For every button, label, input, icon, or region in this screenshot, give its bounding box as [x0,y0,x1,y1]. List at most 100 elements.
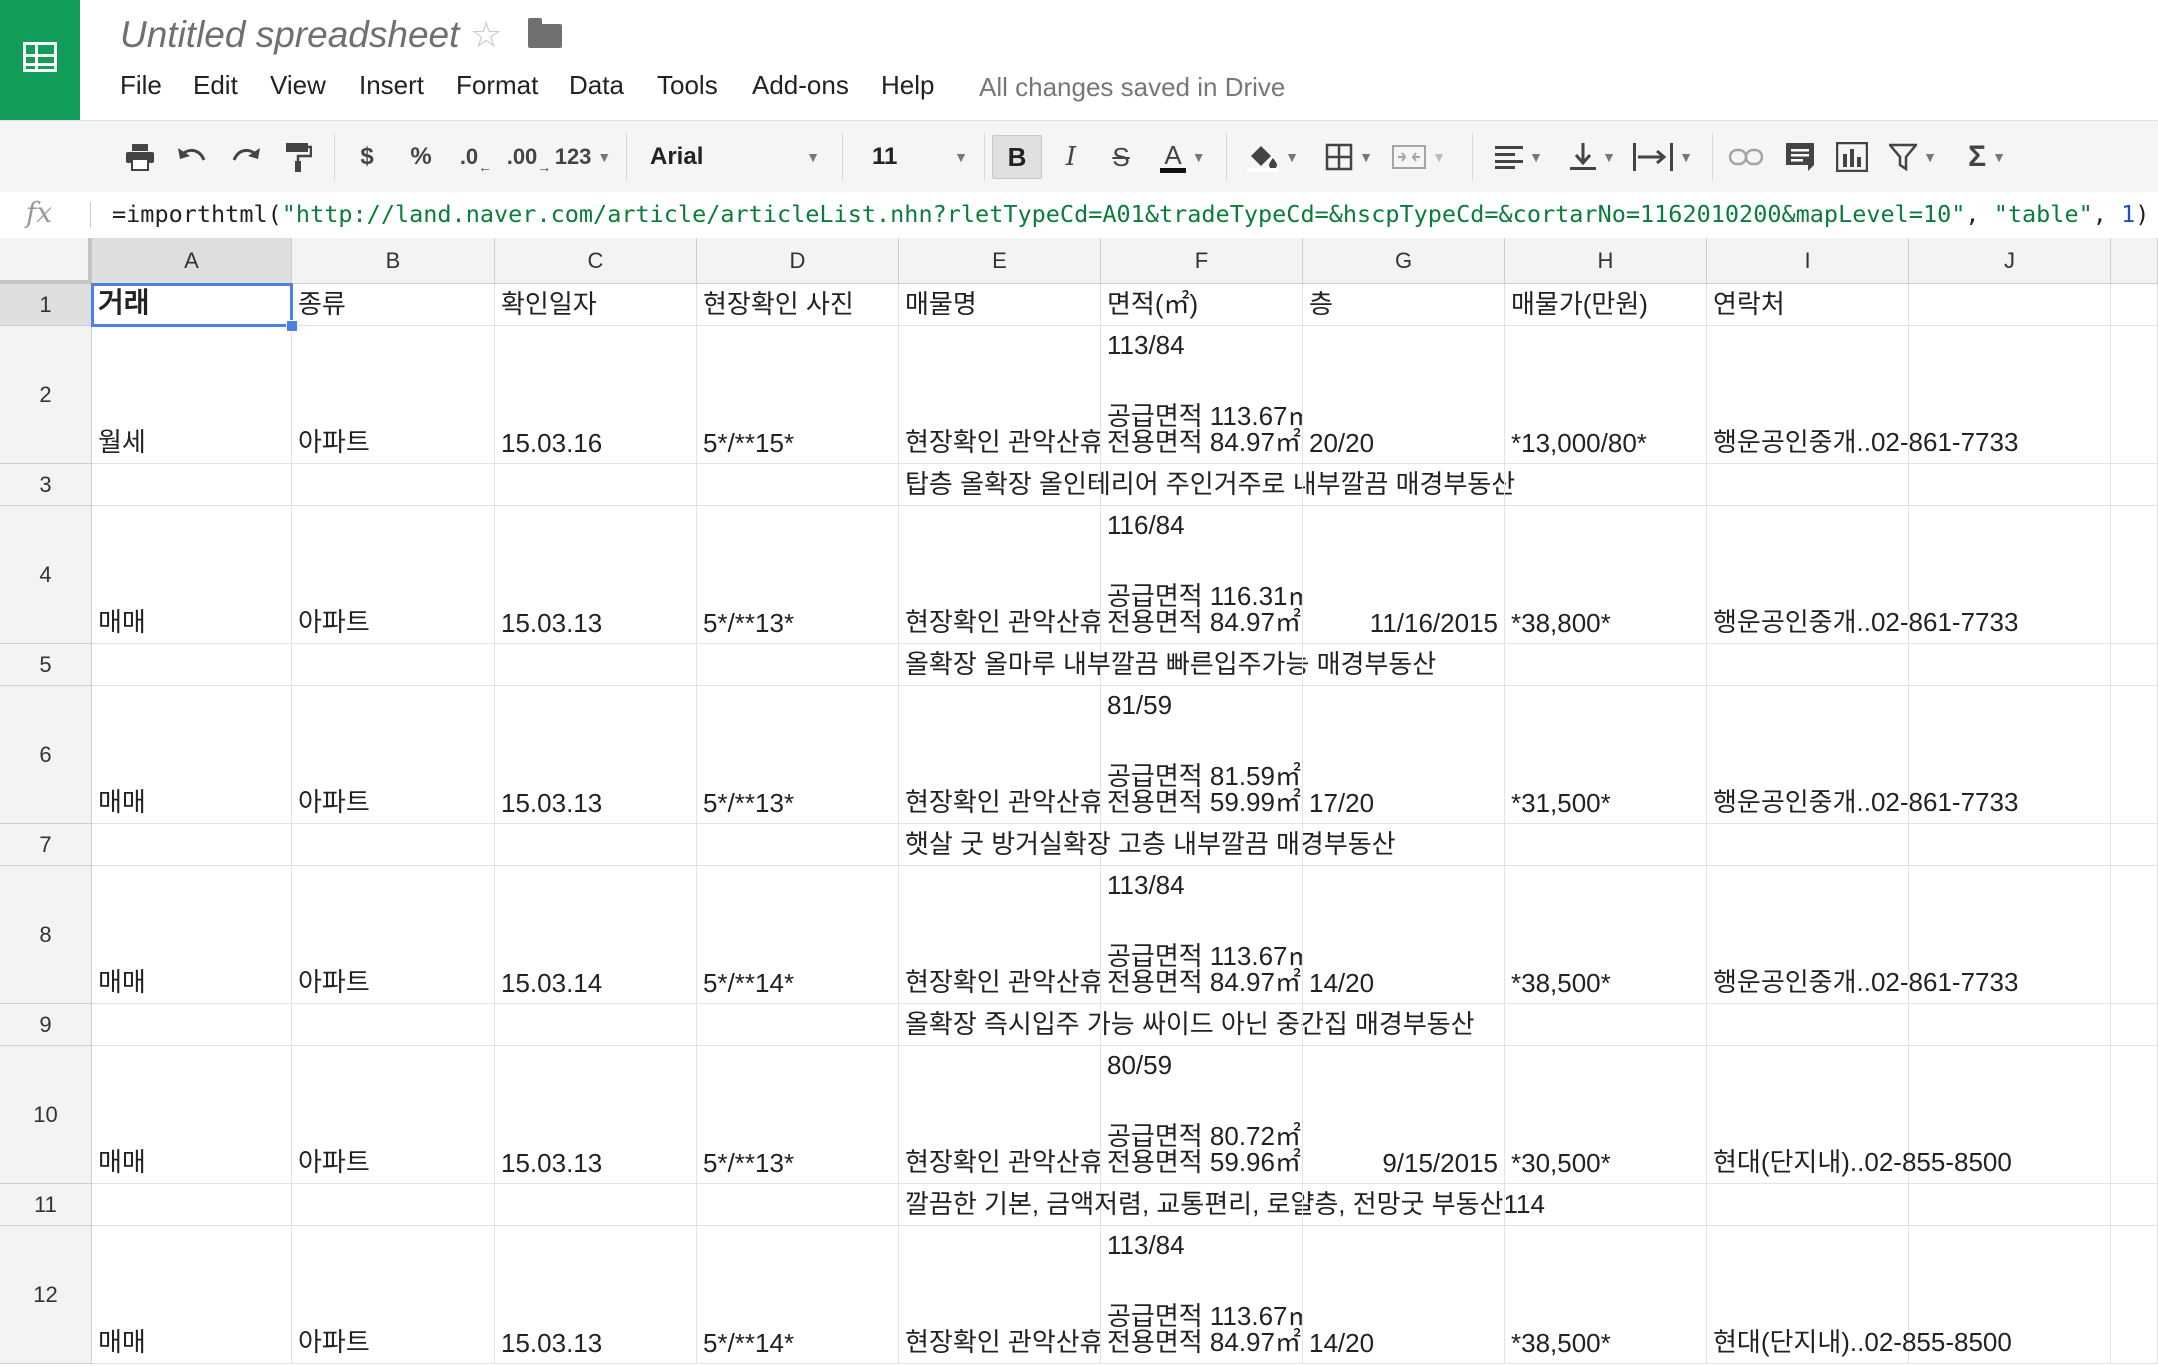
cell-g10[interactable]: 9/15/2015 [1303,1046,1505,1184]
column-header-a[interactable]: A [92,238,292,284]
cell-j2[interactable] [1909,326,2111,464]
text-wrap-button[interactable]: ▼ [1632,121,1694,193]
row-header-9[interactable]: 9 [0,1004,92,1046]
cell-c3[interactable] [495,464,697,506]
cell-a2[interactable]: 월세 [92,326,292,464]
cell-i4[interactable]: 행운공인중개..02-861-7733 [1707,506,2018,644]
cell-d8[interactable]: 5*/**14* [697,866,899,1004]
cell-c11[interactable] [495,1184,697,1226]
cell-h11[interactable] [1505,1184,1707,1226]
percent-format-button[interactable]: % [410,143,432,170]
row-header-1[interactable]: 1 [0,284,92,326]
select-all-corner[interactable] [0,238,92,284]
menu-addons[interactable]: Add-ons [752,70,849,100]
column-header-g[interactable]: G [1303,238,1505,284]
cell-j6[interactable] [1909,686,2111,824]
cell-f2[interactable]: 113/84 공급면적 113.67㎡ 전용면적 84.97㎡ [1101,326,1303,464]
formula-input[interactable]: =importhtml("http://land.naver.com/artic… [112,200,2149,228]
cell-a1[interactable]: 거래 [92,284,292,326]
cell-e7[interactable]: 햇살 굿 방거실확장 고층 내부깔끔 매경부동산 [899,824,1396,866]
cell-b2[interactable]: 아파트 [292,326,495,464]
merge-cells-button[interactable]: ▼ [1388,121,1450,193]
cell-g2[interactable]: 20/20 [1303,326,1505,464]
cell-d11[interactable] [697,1184,899,1226]
cell-g7[interactable] [1303,824,1505,866]
cell-h3[interactable] [1505,464,1707,506]
cell-b9[interactable] [292,1004,495,1046]
fill-handle[interactable] [286,320,298,332]
cell-h2[interactable]: *13,000/80* [1505,326,1707,464]
cell-d5[interactable] [697,644,899,686]
row-header-4[interactable]: 4 [0,506,92,644]
cell-f1[interactable]: 면적(㎡) [1101,284,1303,326]
column-header-h[interactable]: H [1505,238,1707,284]
cell-a5[interactable] [92,644,292,686]
cell-f9[interactable] [1101,1004,1303,1046]
cell-g6[interactable]: 17/20 [1303,686,1505,824]
column-header-i[interactable]: I [1707,238,1909,284]
cell-f12[interactable]: 113/84 공급면적 113.67㎡ 전용면적 84.97㎡ [1101,1226,1303,1364]
row-header-6[interactable]: 6 [0,686,92,824]
cell-i1[interactable]: 연락처 [1707,284,1909,326]
cell-g1[interactable]: 층 [1303,284,1505,326]
row-header-11[interactable]: 11 [0,1184,92,1226]
font-family-select[interactable]: Arial ▼ [650,135,820,179]
row-header-12[interactable]: 12 [0,1226,92,1364]
cell-c9[interactable] [495,1004,697,1046]
cell-c1[interactable]: 확인일자 [495,284,697,326]
row-header-5[interactable]: 5 [0,644,92,686]
cell-c4[interactable]: 15.03.13 [495,506,697,644]
cell-h12[interactable]: *38,500* [1505,1226,1707,1364]
cell-e4[interactable]: 현장확인 관악산휴먼시아 [899,506,1101,644]
cell-d9[interactable] [697,1004,899,1046]
cell-i7[interactable] [1707,824,1909,866]
column-header-b[interactable]: B [292,238,495,284]
cell-d12[interactable]: 5*/**14* [697,1226,899,1364]
text-color-button[interactable]: A ▼ [1152,121,1214,193]
currency-format-button[interactable]: $ [360,143,374,170]
cell-c7[interactable] [495,824,697,866]
spreadsheet-grid[interactable]: A B C D E F G H I J 1 거래 종류 확인일자 현장확인 사진 매물명 면적(㎡) 층 매물가(만… [0,238,2158,1366]
undo-icon[interactable] [172,121,212,193]
cell-c2[interactable]: 15.03.16 [495,326,697,464]
cell-j1[interactable] [1909,284,2111,326]
folder-icon[interactable] [528,18,562,48]
cell-a11[interactable] [92,1184,292,1226]
cell-d2[interactable]: 5*/**15* [697,326,899,464]
cell-b5[interactable] [292,644,495,686]
print-icon[interactable] [120,121,160,193]
cell-g9[interactable] [1303,1004,1505,1046]
cell-a9[interactable] [92,1004,292,1046]
cell-f7[interactable] [1101,824,1303,866]
cell-b4[interactable]: 아파트 [292,506,495,644]
cell-f10[interactable]: 80/59 공급면적 80.72㎡ 전용면적 59.96㎡ [1101,1046,1303,1184]
cell-j9[interactable] [1909,1004,2111,1046]
vertical-align-button[interactable]: ▼ [1562,121,1624,193]
cell-b8[interactable]: 아파트 [292,866,495,1004]
cell-j8[interactable] [1909,866,2111,1004]
cell-i2[interactable]: 행운공인중개..02-861-7733 [1707,326,2018,464]
menu-tools[interactable]: Tools [657,70,718,100]
cell-b11[interactable] [292,1184,495,1226]
cell-j11[interactable] [1909,1184,2111,1226]
cell-d7[interactable] [697,824,899,866]
cell-h7[interactable] [1505,824,1707,866]
cell-g8[interactable]: 14/20 [1303,866,1505,1004]
cell-b3[interactable] [292,464,495,506]
cell-h9[interactable] [1505,1004,1707,1046]
cell-e2[interactable]: 현장확인 관악산휴먼시아 [899,326,1101,464]
cell-a8[interactable]: 매매 [92,866,292,1004]
column-header-j[interactable]: J [1909,238,2111,284]
filter-button[interactable]: ▼ [1882,121,1944,193]
cell-h5[interactable] [1505,644,1707,686]
insert-chart-icon[interactable] [1832,121,1872,193]
cell-j3[interactable] [1909,464,2111,506]
cell-c6[interactable]: 15.03.13 [495,686,697,824]
cell-b6[interactable]: 아파트 [292,686,495,824]
functions-button[interactable]: Σ ▼ [1956,121,2018,193]
column-header-c[interactable]: C [495,238,697,284]
cell-h10[interactable]: *30,500* [1505,1046,1707,1184]
insert-link-icon[interactable] [1726,121,1766,193]
cell-g12[interactable]: 14/20 [1303,1226,1505,1364]
horizontal-align-button[interactable]: ▼ [1488,121,1550,193]
